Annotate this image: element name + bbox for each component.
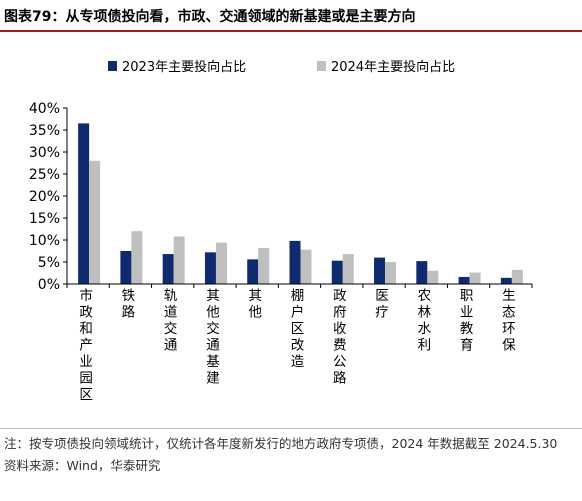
figure-footer: 注：按专项债投向领域统计，仅统计各年度新发行的地方政府专项债，2024 年数据截… (4, 433, 580, 477)
x-tick-label-2: 铁路 (122, 288, 136, 321)
bar-2023-7 (331, 260, 343, 284)
footer-divider (0, 428, 582, 429)
x-tick-label-6: 棚户区改造 (291, 288, 305, 370)
legend-label-2: 2024年主要投向占比 (331, 59, 455, 75)
y-tick-label: 30% (29, 145, 60, 161)
y-tick-label: 25% (29, 167, 60, 183)
bar-2024-1 (89, 160, 101, 284)
bar-2023-4 (204, 252, 216, 284)
bar-2024-6 (300, 249, 312, 284)
x-tick-label-7: 政府收费公路 (333, 288, 347, 387)
figure-header: 图表79：从专项债投向看，市政、交通领域的新基建或是主要方向 (0, 0, 582, 33)
bar-series (78, 123, 523, 285)
x-tick-label-1: 市政和产业园区 (79, 287, 93, 403)
x-axis: 市政和产业园区 铁路 轨道交通 其他交通基建 其他 棚户区改造 政府收费公路 医疗 农林水利 职业… (66, 283, 533, 403)
y-tick-label: 40% (29, 101, 60, 117)
chart-legend: 2023年主要投向占比 2024年主要投向占比 (108, 59, 455, 75)
bar-2024-7 (342, 254, 354, 284)
y-tick-label: 35% (29, 123, 60, 139)
bar-2024-8 (385, 262, 397, 284)
x-tick-label-5: 其他 (248, 288, 262, 321)
bar-2023-2 (120, 251, 132, 284)
figure-note: 注：按专项债投向领域统计，仅统计各年度新发行的地方政府专项债，2024 年数据截… (4, 436, 558, 451)
bar-2024-3 (173, 236, 185, 284)
legend-swatch-2 (317, 61, 326, 71)
bar-2023-5 (247, 259, 259, 284)
bar-2024-11 (511, 269, 523, 284)
figure-title: 图表79：从专项债投向看，市政、交通领域的新基建或是主要方向 (4, 9, 416, 25)
y-tick-label: 15% (29, 211, 60, 227)
y-tick-label: 0% (38, 277, 60, 293)
bar-2023-6 (289, 240, 301, 284)
y-tick-label: 20% (29, 189, 60, 205)
bar-chart: 2023年主要投向占比 2024年主要投向占比 0% 5% 10% 15% 20% 25% 3… (29, 59, 533, 403)
figure-source: 资料来源：Wind，华泰研究 (4, 458, 161, 473)
x-tick-label-8: 医疗 (375, 288, 389, 321)
bar-2023-8 (374, 257, 386, 284)
bar-2023-9 (416, 261, 428, 284)
bar-2023-11 (500, 277, 512, 284)
bar-2024-5 (258, 247, 270, 284)
y-axis: 0% 5% 10% 15% 20% 25% 30% 35% 40% (29, 101, 68, 293)
bar-2024-9 (427, 270, 439, 284)
x-tick-label-4: 其他交通基建 (206, 288, 220, 387)
title-underline (0, 30, 582, 32)
legend-label-1: 2023年主要投向占比 (122, 59, 246, 75)
bar-2023-3 (162, 254, 174, 284)
x-tick-label-3: 轨道交通 (164, 288, 178, 354)
bar-2023-10 (458, 276, 470, 284)
bar-2024-10 (469, 272, 481, 284)
y-tick-label: 10% (29, 233, 60, 249)
bar-2023-1 (78, 123, 90, 285)
legend-swatch-1 (108, 61, 117, 71)
x-tick-label-10: 职业教育 (460, 288, 474, 354)
x-tick-label-9: 农林水利 (418, 288, 432, 354)
bar-2024-2 (131, 231, 143, 284)
x-tick-label-11: 生态环保 (502, 288, 516, 354)
y-tick-label: 5% (38, 255, 60, 271)
bar-2024-4 (215, 242, 227, 284)
